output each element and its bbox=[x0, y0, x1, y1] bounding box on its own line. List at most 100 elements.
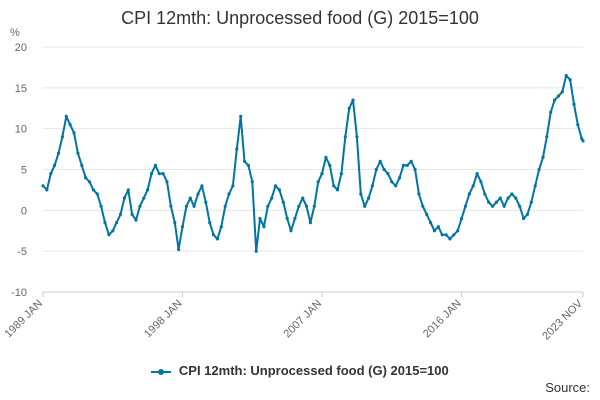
data-point[interactable] bbox=[576, 123, 580, 127]
data-point[interactable] bbox=[192, 204, 196, 208]
data-point[interactable] bbox=[460, 216, 464, 221]
data-point[interactable] bbox=[475, 172, 479, 176]
data-point[interactable] bbox=[184, 204, 188, 208]
data-point[interactable] bbox=[545, 135, 549, 139]
data-point[interactable] bbox=[335, 188, 340, 192]
data-point[interactable] bbox=[367, 196, 371, 200]
data-point[interactable] bbox=[572, 102, 576, 106]
data-point[interactable] bbox=[122, 196, 126, 200]
data-point[interactable] bbox=[483, 192, 487, 196]
data-point[interactable] bbox=[142, 196, 146, 200]
data-point[interactable] bbox=[250, 180, 254, 184]
data-point[interactable] bbox=[363, 204, 367, 208]
data-point[interactable] bbox=[273, 184, 278, 188]
data-point[interactable] bbox=[537, 167, 541, 172]
data-point[interactable] bbox=[452, 233, 456, 237]
data-point[interactable] bbox=[219, 225, 223, 229]
data-point[interactable] bbox=[514, 196, 518, 200]
data-point[interactable] bbox=[355, 135, 359, 139]
data-point[interactable] bbox=[401, 163, 405, 167]
data-point[interactable] bbox=[568, 78, 572, 82]
data-point[interactable] bbox=[463, 204, 467, 208]
data-point[interactable] bbox=[285, 216, 289, 221]
data-point[interactable] bbox=[169, 204, 173, 208]
data-point[interactable] bbox=[180, 225, 185, 229]
data-point[interactable] bbox=[196, 192, 200, 196]
data-point[interactable] bbox=[262, 225, 266, 229]
data-point[interactable] bbox=[165, 180, 169, 184]
data-point[interactable] bbox=[208, 221, 212, 225]
data-point[interactable] bbox=[258, 216, 262, 221]
data-point[interactable] bbox=[254, 249, 258, 253]
data-point[interactable] bbox=[491, 204, 495, 208]
data-point[interactable] bbox=[580, 136, 584, 141]
data-point[interactable] bbox=[242, 159, 247, 163]
data-point[interactable] bbox=[60, 135, 64, 139]
data-point[interactable] bbox=[556, 94, 561, 98]
data-point[interactable] bbox=[374, 167, 378, 172]
data-point[interactable] bbox=[95, 192, 99, 196]
data-point[interactable] bbox=[297, 204, 301, 208]
data-point[interactable] bbox=[301, 196, 305, 200]
data-point[interactable] bbox=[107, 233, 111, 237]
data-point[interactable] bbox=[138, 204, 142, 208]
data-point[interactable] bbox=[541, 155, 545, 159]
data-point[interactable] bbox=[157, 172, 161, 176]
data-point[interactable] bbox=[343, 135, 347, 139]
data-point[interactable] bbox=[231, 184, 235, 188]
data-point[interactable] bbox=[479, 180, 483, 184]
data-point[interactable] bbox=[215, 237, 219, 241]
data-point[interactable] bbox=[324, 155, 328, 159]
data-point[interactable] bbox=[549, 110, 553, 114]
data-point[interactable] bbox=[328, 163, 332, 167]
data-point[interactable] bbox=[448, 237, 452, 241]
data-point[interactable] bbox=[533, 184, 537, 188]
data-point[interactable] bbox=[436, 225, 440, 229]
data-point[interactable] bbox=[421, 204, 425, 208]
data-point[interactable] bbox=[84, 176, 88, 180]
data-point[interactable] bbox=[409, 159, 413, 163]
data-point[interactable] bbox=[49, 172, 53, 176]
data-point[interactable] bbox=[502, 204, 506, 208]
legend[interactable]: CPI 12mth: Unprocessed food (G) 2015=100 bbox=[0, 363, 600, 378]
data-point[interactable] bbox=[471, 184, 475, 188]
data-point[interactable] bbox=[498, 196, 502, 200]
data-point[interactable] bbox=[126, 188, 130, 192]
data-point[interactable] bbox=[522, 216, 526, 221]
data-point[interactable] bbox=[53, 163, 57, 167]
data-point[interactable] bbox=[560, 90, 564, 94]
data-point[interactable] bbox=[347, 106, 351, 110]
data-point[interactable] bbox=[227, 192, 231, 196]
data-point[interactable] bbox=[173, 221, 177, 225]
data-point[interactable] bbox=[413, 167, 417, 172]
data-point[interactable] bbox=[529, 200, 533, 204]
data-point[interactable] bbox=[235, 147, 239, 151]
data-point[interactable] bbox=[146, 188, 150, 192]
data-point[interactable] bbox=[99, 204, 103, 208]
data-point[interactable] bbox=[211, 233, 216, 237]
data-point[interactable] bbox=[111, 229, 115, 233]
data-point[interactable] bbox=[564, 74, 568, 78]
data-point[interactable] bbox=[130, 212, 134, 216]
data-point[interactable] bbox=[378, 159, 382, 163]
data-point[interactable] bbox=[289, 229, 293, 233]
data-point[interactable] bbox=[304, 204, 309, 208]
data-point[interactable] bbox=[525, 212, 530, 216]
data-point[interactable] bbox=[339, 172, 343, 176]
data-point[interactable] bbox=[204, 200, 208, 204]
data-point[interactable] bbox=[223, 204, 227, 208]
data-point[interactable] bbox=[444, 233, 448, 237]
data-point[interactable] bbox=[332, 184, 336, 188]
data-point[interactable] bbox=[425, 212, 429, 216]
data-point[interactable] bbox=[153, 163, 157, 167]
data-point[interactable] bbox=[87, 180, 92, 184]
data-point[interactable] bbox=[68, 123, 72, 127]
data-point[interactable] bbox=[80, 163, 84, 167]
data-point[interactable] bbox=[200, 184, 204, 188]
data-point[interactable] bbox=[405, 163, 409, 167]
data-point[interactable] bbox=[177, 247, 181, 252]
data-point[interactable] bbox=[103, 221, 107, 225]
data-point[interactable] bbox=[417, 192, 421, 196]
data-point[interactable] bbox=[115, 221, 119, 225]
data-point[interactable] bbox=[494, 200, 498, 204]
